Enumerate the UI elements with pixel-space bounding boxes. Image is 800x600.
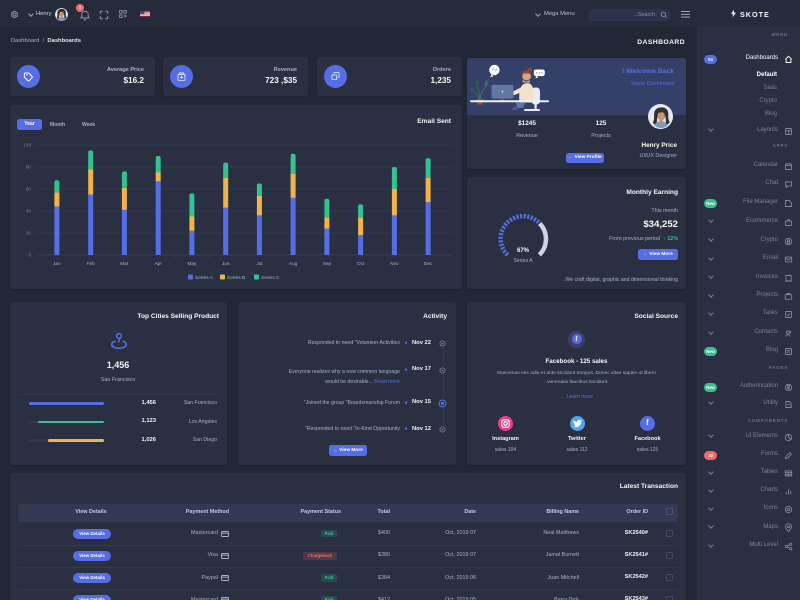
svg-text:May: May xyxy=(187,261,197,267)
svg-text:Dec: Dec xyxy=(424,261,433,267)
svg-text:0: 0 xyxy=(28,253,31,258)
svg-text:80: 80 xyxy=(26,165,32,170)
svg-text:Series A: Series A xyxy=(195,275,214,281)
svg-text:Apr: Apr xyxy=(154,261,162,267)
svg-text:Jul: Jul xyxy=(256,261,262,267)
svg-text:Series C: Series C xyxy=(261,275,280,281)
svg-text:Mar: Mar xyxy=(120,261,129,267)
svg-text:100: 100 xyxy=(23,143,31,148)
svg-text:20: 20 xyxy=(26,231,32,236)
svg-text:Aug: Aug xyxy=(289,261,298,267)
svg-text:Oct: Oct xyxy=(357,261,365,267)
svg-text:60: 60 xyxy=(26,187,32,192)
svg-text:Series B: Series B xyxy=(227,275,245,281)
svg-text:Jan: Jan xyxy=(53,261,61,267)
svg-text:40: 40 xyxy=(26,209,32,214)
svg-text:Nov: Nov xyxy=(390,261,399,267)
svg-text:Feb: Feb xyxy=(87,261,96,267)
svg-text:Jun: Jun xyxy=(222,261,230,267)
svg-text:Sep: Sep xyxy=(323,261,332,267)
